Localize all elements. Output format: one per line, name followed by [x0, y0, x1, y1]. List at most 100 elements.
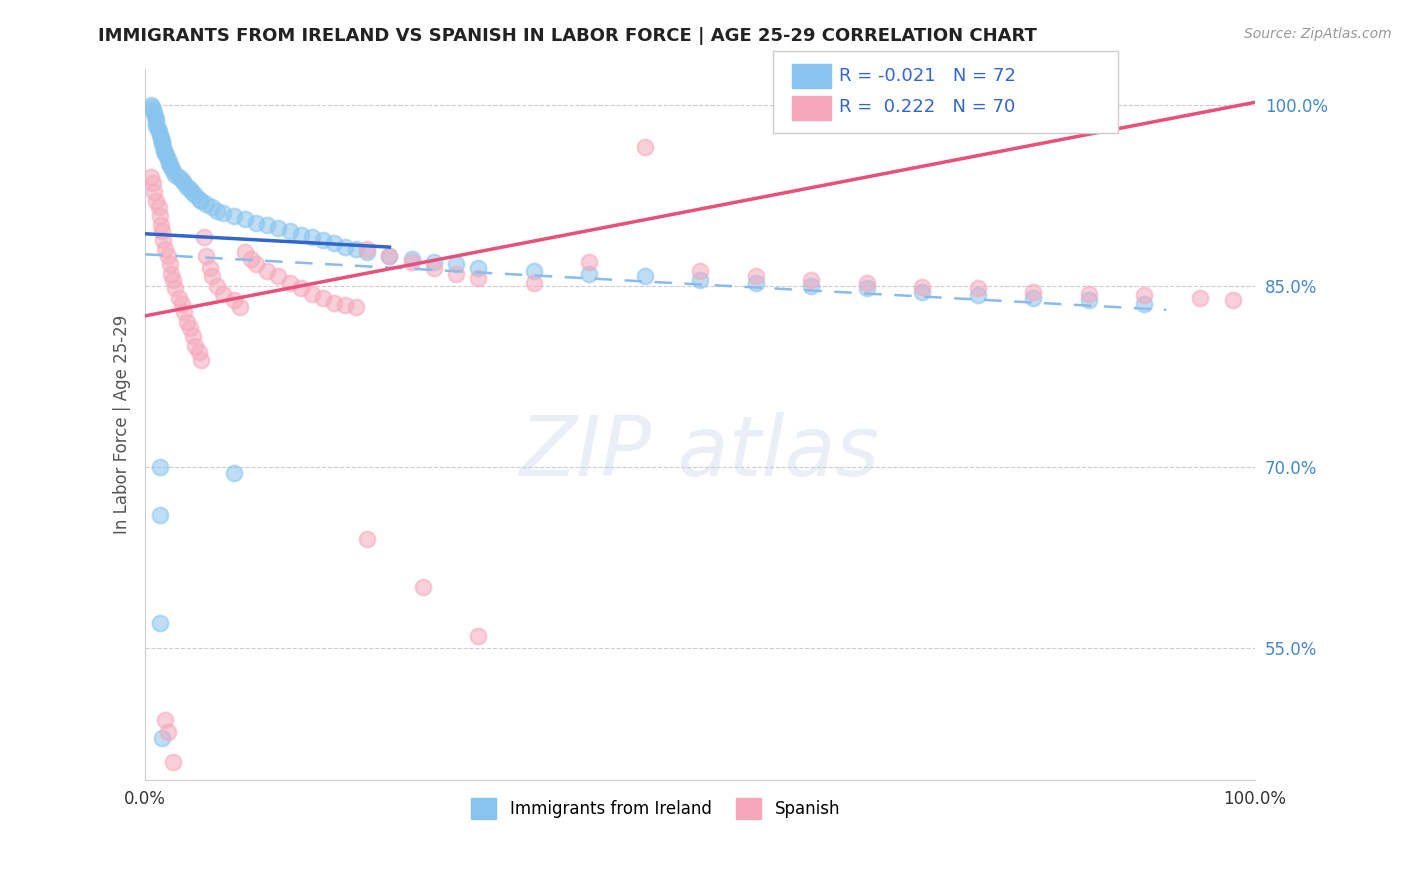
Point: [143, 185, 166, 199]
Point: [149, 131, 172, 145]
Point: [150, 134, 173, 148]
Point: [159, 158, 181, 172]
Point: [356, 532, 378, 546]
Point: [167, 291, 190, 305]
Point: [149, 459, 172, 474]
Point: [378, 248, 401, 262]
Point: [173, 305, 195, 319]
Point: [444, 257, 467, 271]
Point: [160, 161, 183, 175]
Point: [344, 243, 367, 257]
Point: [184, 339, 207, 353]
Point: [1133, 297, 1156, 311]
Point: [689, 272, 711, 286]
Point: [181, 329, 204, 343]
Point: [187, 192, 209, 206]
Point: [201, 268, 224, 283]
Point: [578, 267, 600, 281]
Point: [155, 148, 177, 162]
Point: [855, 277, 877, 291]
Point: [190, 353, 212, 368]
Point: [176, 179, 198, 194]
Point: [378, 248, 401, 262]
Point: [1133, 288, 1156, 302]
Point: [143, 106, 166, 120]
Point: [634, 140, 657, 154]
Point: [198, 260, 221, 275]
Point: [467, 628, 489, 642]
Point: [176, 315, 198, 329]
Point: [256, 264, 278, 278]
Point: [187, 345, 209, 359]
Point: [167, 170, 190, 185]
Text: R = -0.021   N = 72: R = -0.021 N = 72: [839, 67, 1017, 85]
Text: ZIP atlas: ZIP atlas: [520, 412, 880, 493]
Point: [467, 271, 489, 285]
Point: [152, 140, 174, 154]
Point: [195, 196, 218, 211]
Point: [156, 248, 179, 262]
Point: [156, 152, 179, 166]
Point: [150, 731, 173, 745]
Point: [356, 243, 378, 257]
Point: [855, 281, 877, 295]
Text: IMMIGRANTS FROM IRELAND VS SPANISH IN LABOR FORCE | AGE 25-29 CORRELATION CHART: IMMIGRANTS FROM IRELAND VS SPANISH IN LA…: [98, 27, 1038, 45]
Point: [190, 194, 212, 209]
Point: [149, 219, 172, 233]
Point: [195, 248, 218, 262]
Point: [245, 216, 267, 230]
Point: [139, 97, 162, 112]
Point: [301, 230, 323, 244]
Point: [165, 281, 187, 295]
Point: [800, 278, 823, 293]
Point: [141, 100, 163, 114]
Point: [966, 281, 988, 295]
Point: [139, 170, 162, 185]
Point: [142, 103, 165, 117]
Point: [179, 182, 201, 196]
Point: [145, 116, 167, 130]
Point: [966, 288, 988, 302]
Point: [150, 224, 173, 238]
Point: [578, 254, 600, 268]
Point: [245, 257, 267, 271]
Point: [155, 243, 177, 257]
Point: [148, 124, 170, 138]
Point: [149, 128, 172, 142]
Y-axis label: In Labor Force | Age 25-29: In Labor Force | Age 25-29: [114, 315, 131, 534]
Text: Source: ZipAtlas.com: Source: ZipAtlas.com: [1244, 27, 1392, 41]
Point: [239, 252, 262, 267]
Point: [1022, 291, 1045, 305]
Point: [523, 264, 546, 278]
Point: [156, 725, 179, 739]
Point: [228, 301, 250, 315]
Point: [1022, 285, 1045, 299]
Point: [145, 120, 167, 134]
Point: [162, 755, 184, 769]
Point: [333, 240, 356, 254]
Point: [142, 176, 165, 190]
Point: [467, 260, 489, 275]
Point: [744, 268, 766, 283]
Point: [911, 280, 934, 294]
Point: [744, 277, 766, 291]
Point: [312, 291, 335, 305]
Point: [207, 278, 229, 293]
Text: R =  0.222   N = 70: R = 0.222 N = 70: [839, 98, 1015, 116]
Point: [149, 616, 172, 631]
Point: [155, 713, 177, 727]
Point: [162, 164, 184, 178]
Point: [222, 466, 245, 480]
Point: [278, 277, 301, 291]
Point: [150, 136, 173, 151]
Point: [162, 272, 184, 286]
Point: [160, 267, 183, 281]
Point: [170, 172, 193, 186]
Point: [201, 200, 224, 214]
Point: [444, 267, 467, 281]
Point: [145, 194, 167, 209]
Point: [323, 295, 346, 310]
Legend: Immigrants from Ireland, Spanish: Immigrants from Ireland, Spanish: [464, 792, 846, 825]
Point: [344, 301, 367, 315]
Point: [312, 233, 335, 247]
